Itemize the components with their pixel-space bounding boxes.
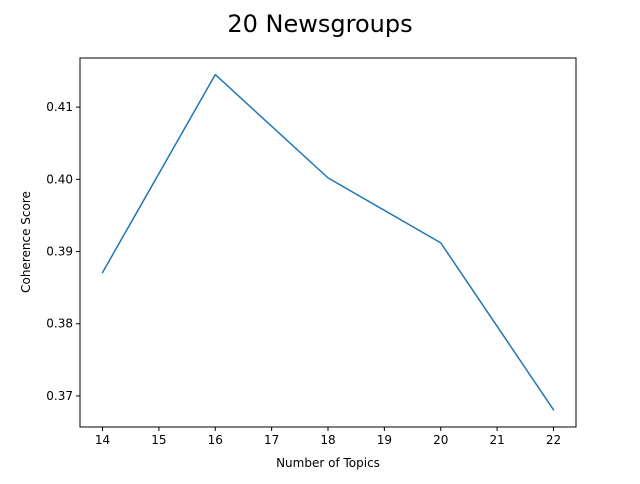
plot-frame bbox=[79, 57, 577, 428]
y-tick-label: 0.41 bbox=[46, 100, 73, 114]
x-tick-label: 15 bbox=[151, 433, 166, 447]
series-line-0 bbox=[101, 73, 555, 411]
x-tick-label: 21 bbox=[489, 433, 504, 447]
y-axis-label: Coherence Score bbox=[19, 191, 33, 293]
y-tick-label: 0.39 bbox=[46, 245, 73, 259]
x-tick-label: 17 bbox=[264, 433, 279, 447]
chart-title: 20 Newsgroups bbox=[227, 10, 412, 38]
y-tick-label: 0.40 bbox=[46, 172, 73, 186]
x-tick-label: 14 bbox=[95, 433, 110, 447]
y-tick-label: 0.37 bbox=[46, 389, 73, 403]
y-axis: 0.37 0.38 0.39 0.40 0.41 bbox=[46, 100, 80, 403]
y-tick-label: 0.38 bbox=[46, 317, 73, 331]
x-tick-label: 19 bbox=[377, 433, 392, 447]
plot-area bbox=[79, 57, 577, 428]
x-tick-label: 22 bbox=[546, 433, 561, 447]
x-axis: 14 15 16 17 18 19 20 21 22 bbox=[95, 427, 561, 447]
x-tick-label: 16 bbox=[208, 433, 223, 447]
x-tick-label: 18 bbox=[320, 433, 335, 447]
x-tick-label: 20 bbox=[433, 433, 448, 447]
x-axis-label: Number of Topics bbox=[276, 456, 380, 470]
